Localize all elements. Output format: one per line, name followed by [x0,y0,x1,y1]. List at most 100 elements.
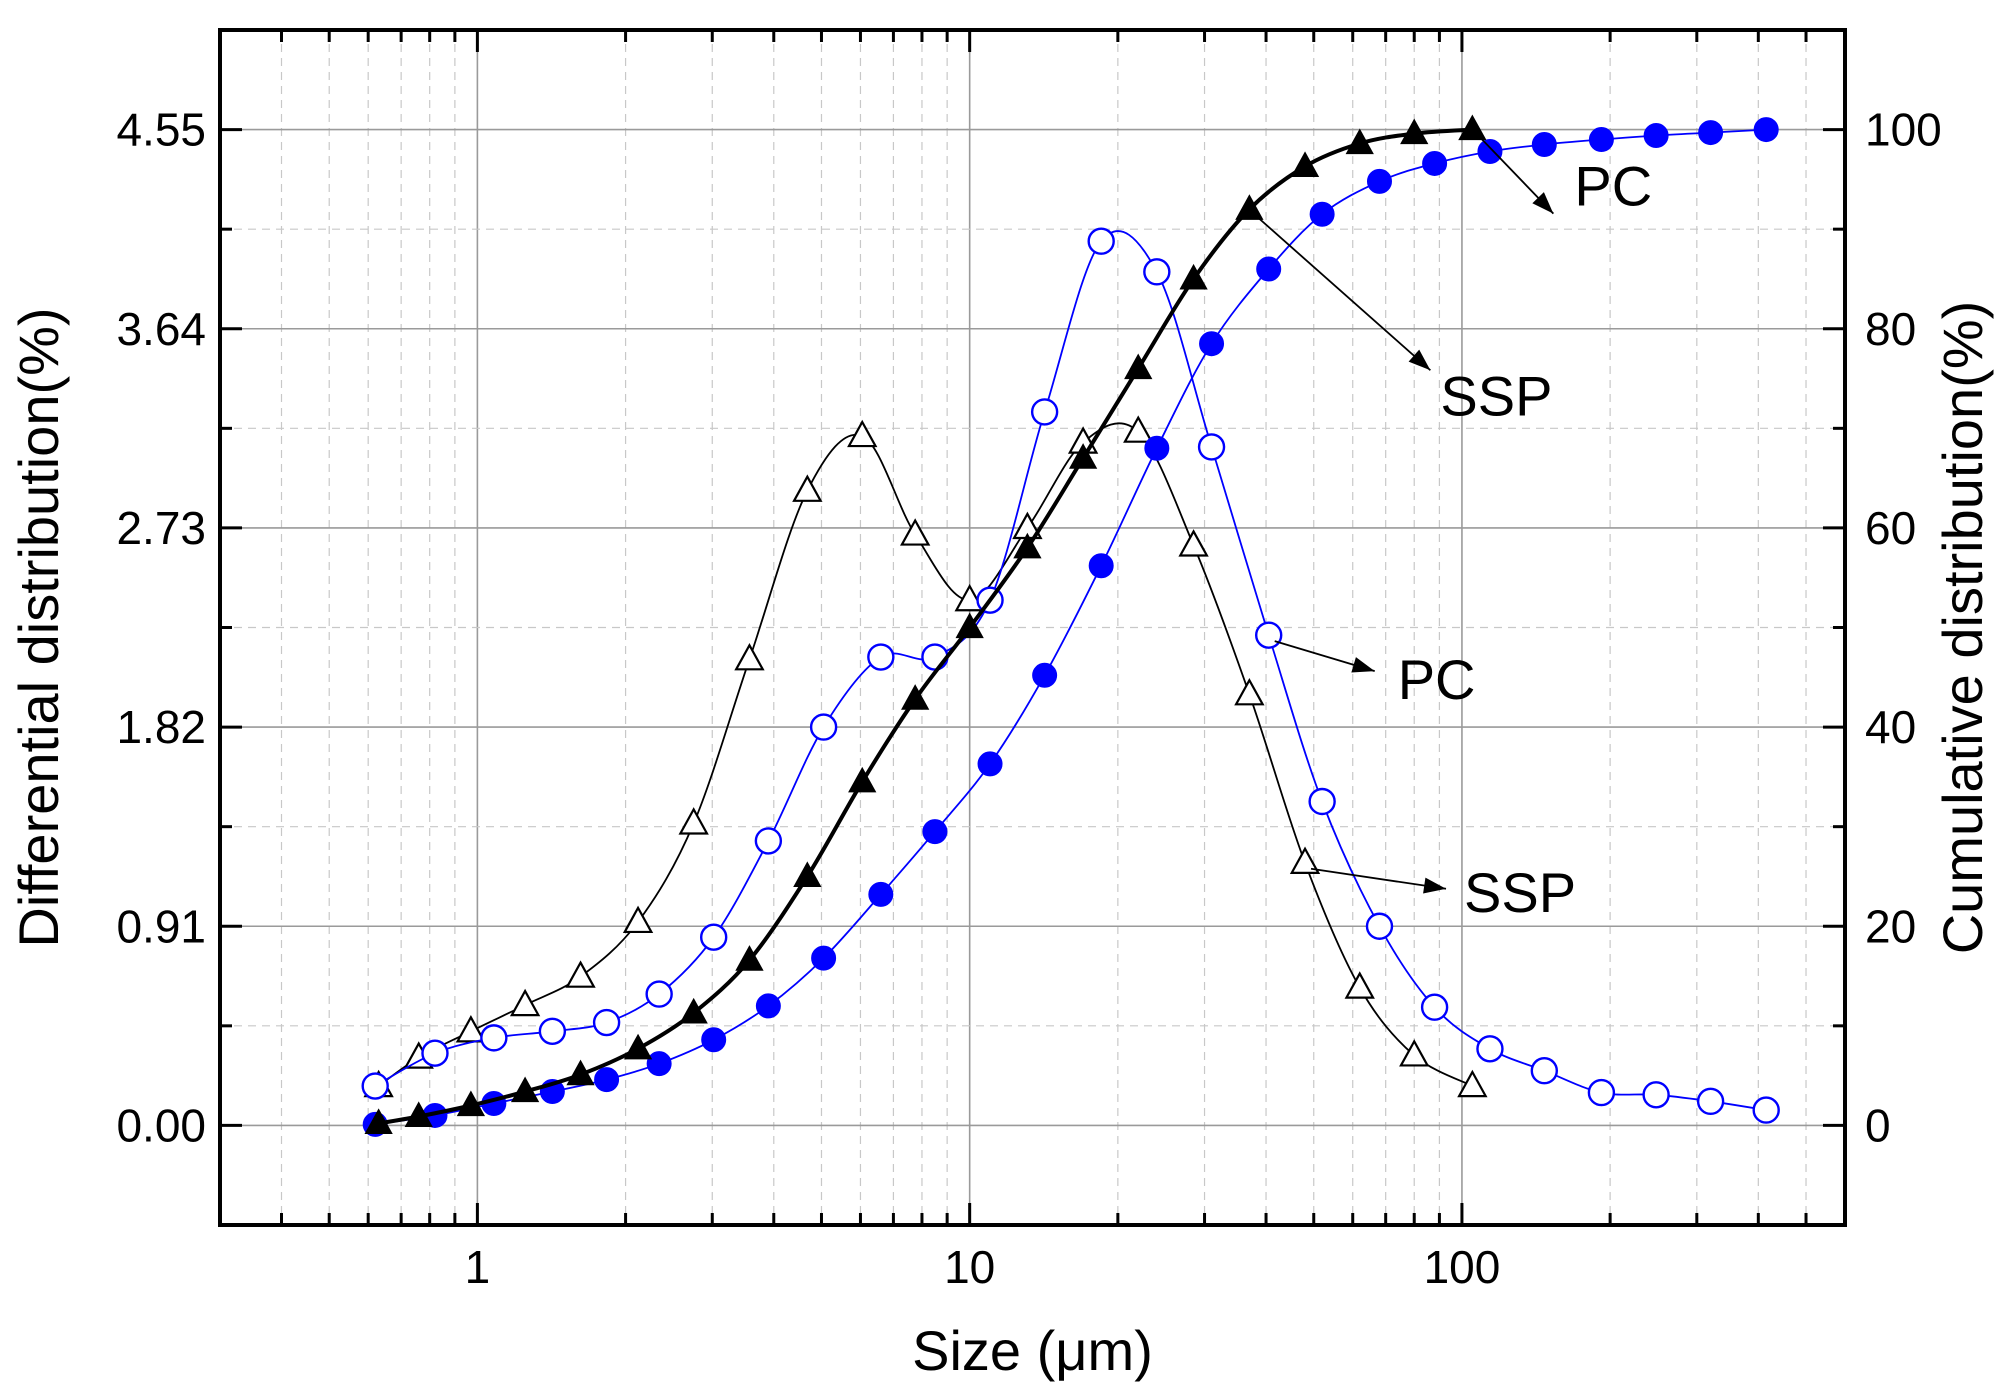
y-right-tick-label: 40 [1865,701,1916,753]
data-point [734,642,765,671]
data-point [645,980,673,1008]
data-point [1289,846,1321,874]
data-point [480,1024,508,1052]
data-point [754,827,783,855]
data-point [1366,168,1392,194]
data-point [1087,227,1115,255]
series-line [378,127,1473,1126]
data-point [792,474,823,502]
data-point [793,861,822,888]
data-point [1308,787,1336,816]
data-point [1365,912,1394,940]
data-point [922,819,948,845]
data-point [954,583,985,612]
data-point [1256,256,1282,282]
annotation-label-ssp-differential: SSP [1464,861,1576,924]
data-point [1143,258,1171,286]
data-point [1030,398,1059,426]
annotation-label-pc-cumulative: PC [1574,155,1652,218]
y-left-tick-label: 2.73 [116,502,206,554]
data-point [848,766,877,793]
data-point [1068,443,1098,469]
data-point [404,1101,433,1128]
data-point [1234,677,1265,706]
y-right-tick-label: 100 [1865,104,1942,156]
data-point [1530,1057,1559,1085]
annotation-arrow-head [1532,192,1554,214]
y-right-tick-label: 20 [1865,900,1916,952]
data-point [900,518,931,546]
data-point [364,1108,393,1135]
y-left-tick-label: 4.55 [116,104,206,156]
annotation-label-pc-differential: PC [1398,648,1476,711]
data-point [755,993,781,1019]
data-point [646,1051,672,1077]
data-point [955,612,984,639]
data-point [1088,553,1114,579]
y-right-tick-label: 80 [1865,303,1916,355]
y-left-tick-label: 3.64 [116,303,206,355]
data-point [1255,621,1283,649]
data-point [456,1090,486,1117]
series-line [378,422,1473,1087]
data-point [1290,151,1320,178]
series-ssp-differential [361,227,1780,1124]
data-point [1588,127,1614,153]
data-point [1179,263,1208,290]
data-point [679,997,708,1024]
data-point [622,905,654,934]
x-tick-labels: 1 10 100 [465,1241,1501,1293]
data-point [594,1067,620,1093]
data-point [1197,433,1226,461]
y-left-tick-label: 1.82 [116,701,206,753]
x-tick-label: 1 [465,1241,491,1293]
data-point [1476,1035,1504,1063]
annotation-labels: PC SSP PC SSP [1398,155,1652,924]
data-point [1457,1069,1488,1098]
data-point [623,1033,653,1060]
data-point [1344,971,1375,999]
y-right-tick-label: 0 [1865,1099,1891,1151]
grid [219,30,1845,1225]
data-point [566,1059,595,1086]
data-point [1178,529,1209,557]
data-point [1399,1039,1430,1067]
x-axis-title: Size (μm) [912,1319,1153,1382]
data-point [811,945,837,971]
data-point [1753,117,1779,143]
data-point [1345,128,1374,155]
data-point [1309,201,1335,227]
data-point [592,1008,621,1037]
data-point [1144,435,1170,461]
series-pc-differential [363,415,1488,1098]
data-point [1752,1096,1780,1124]
y-left-tick-label: 0.91 [116,900,206,952]
annotations [1254,134,1555,894]
data-point [1400,118,1429,145]
series [361,114,1780,1137]
data-point [809,713,838,741]
data-point [1643,123,1669,149]
data-point [1199,331,1225,357]
y-left-tick-labels: 0.00 0.91 1.82 2.73 3.64 4.55 [116,104,206,1152]
plot-frame [218,28,1847,1227]
y-left-axis-title: Differential distribution(%) [7,307,70,947]
data-point [1422,150,1448,176]
data-point [701,1027,727,1053]
data-point [1698,120,1724,146]
data-point [455,1015,487,1043]
data-point [678,807,709,835]
data-point [921,643,949,671]
data-point [1123,415,1154,443]
y-right-axis-title: Cumulative distribution(%) [1931,301,1994,955]
data-point [565,960,596,988]
data-point [1032,662,1058,688]
data-point [867,643,895,671]
data-point [1124,353,1153,380]
y-left-tick-label: 0.00 [116,1099,206,1151]
annotation-arrow-head [1408,349,1431,371]
data-point [510,1076,540,1103]
data-point [1477,138,1503,164]
data-point [977,751,1003,777]
